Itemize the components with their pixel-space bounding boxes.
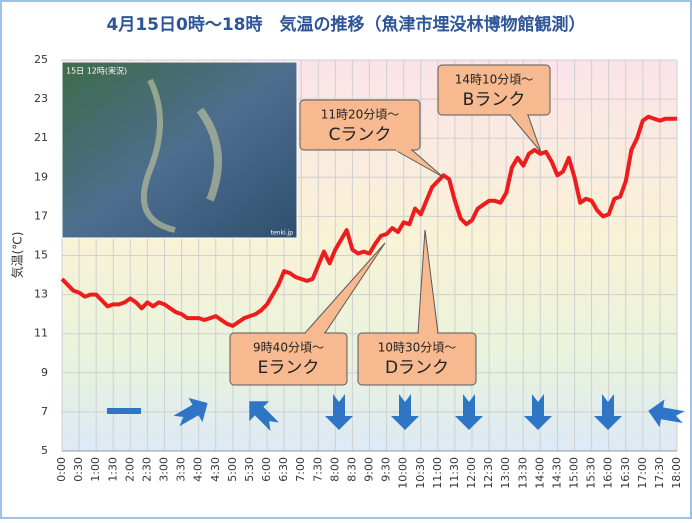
x-tick-label: 15:00: [568, 457, 581, 489]
y-tick-label: 13: [34, 288, 48, 301]
x-tick-label: 7:30: [311, 457, 324, 482]
x-tick-label: 8:00: [328, 457, 341, 482]
map-credit: tenki.jp: [271, 230, 294, 237]
x-tick-label: 14:30: [550, 457, 563, 489]
x-tick-label: 18:00: [670, 457, 683, 489]
y-tick-label: 23: [34, 92, 48, 105]
callout-rank: Dランク: [385, 358, 449, 378]
wind-arrow: [249, 401, 279, 431]
y-tick-label: 21: [34, 131, 48, 144]
temperature-line: [60, 114, 677, 328]
x-tick-label: 2:00: [123, 457, 136, 482]
x-tick-label: 2:30: [140, 457, 153, 482]
callout-seam: [511, 113, 527, 117]
x-tick-label: 8:30: [345, 457, 358, 482]
y-axis-label: 気温(℃): [10, 232, 25, 279]
y-tick-label: 17: [34, 209, 48, 222]
callout-seam: [419, 331, 437, 335]
x-tick-label: 11:30: [448, 457, 461, 489]
y-tick-label: 19: [34, 170, 48, 183]
x-tick-label: 13:00: [499, 457, 512, 489]
x-tick-label: 1:30: [106, 457, 119, 482]
x-tick-label: 15:30: [585, 457, 598, 489]
x-tick-label: 16:00: [602, 457, 615, 489]
x-tick-label: 11:00: [431, 457, 444, 489]
x-tick-label: 6:30: [277, 457, 290, 482]
wind-arrow: [391, 394, 419, 430]
callout-box: [437, 64, 551, 116]
y-tick-label: 25: [34, 53, 48, 66]
x-tick-label: 9:00: [363, 457, 376, 482]
y-tick-label: 11: [34, 327, 48, 340]
x-tick-label: 10:30: [414, 457, 427, 489]
x-tick-label: 10:00: [397, 457, 410, 489]
map-land: [196, 107, 222, 202]
callout-seam: [306, 331, 324, 335]
callout-rank: Eランク: [258, 358, 320, 378]
x-tick-label: 5:30: [243, 457, 256, 482]
x-tick-label: 6:00: [260, 457, 273, 482]
x-tick-label: 12:30: [482, 457, 495, 489]
x-tick-label: 17:00: [636, 457, 649, 489]
x-tick-label: 3:30: [175, 457, 188, 482]
x-tick-label: 4:00: [192, 457, 205, 482]
wind-bar: [107, 408, 141, 414]
x-tick-label: 13:30: [516, 457, 529, 489]
x-tick-label: 14:00: [533, 457, 546, 489]
wind-arrow: [173, 397, 208, 427]
x-tick-label: 9:30: [380, 457, 393, 482]
x-tick-label: 4:30: [209, 457, 222, 482]
callout-time: 10時30分頃～: [378, 341, 457, 355]
wind-arrow: [325, 394, 353, 430]
y-tick-label: 9: [41, 366, 48, 379]
y-tick-label: 15: [34, 249, 48, 262]
x-tick-label: 3:00: [158, 457, 171, 482]
map-land: [140, 78, 176, 233]
callout-box: [299, 99, 421, 151]
callout-box: [357, 332, 477, 386]
callout-rank: Bランク: [463, 90, 526, 110]
y-tick-label: 7: [41, 405, 48, 418]
x-tick-label: 1:00: [89, 457, 102, 482]
x-tick-label: 16:30: [619, 457, 632, 489]
weather-map: [61, 61, 298, 239]
x-tick-label: 12:00: [465, 457, 478, 489]
callout-box: [229, 332, 348, 386]
x-tick-label: 7:00: [294, 457, 307, 482]
x-tick-label: 17:30: [653, 457, 666, 489]
y-tick-label: 5: [41, 444, 48, 457]
chart-title: 4月15日0時～18時 気温の推移（魚津市埋没林博物館観測）: [107, 14, 586, 35]
callout-time: 11時20分頃～: [321, 108, 400, 122]
wind-arrow: [648, 399, 685, 428]
map-caption: 15日 12時(実況): [66, 66, 127, 76]
wind-arrow: [524, 394, 552, 430]
x-tick-label: 0:00: [55, 457, 68, 482]
callout-rank: Cランク: [329, 125, 392, 145]
callout-seam: [396, 148, 411, 152]
callout-time: 14時10分頃～: [455, 73, 534, 87]
x-tick-label: 5:00: [226, 457, 239, 482]
wind-icons: [107, 394, 685, 431]
callout-time: 9時40分頃～: [253, 341, 324, 355]
x-tick-label: 0:30: [72, 457, 85, 482]
wind-arrow: [594, 394, 622, 430]
wind-arrow: [455, 394, 483, 430]
